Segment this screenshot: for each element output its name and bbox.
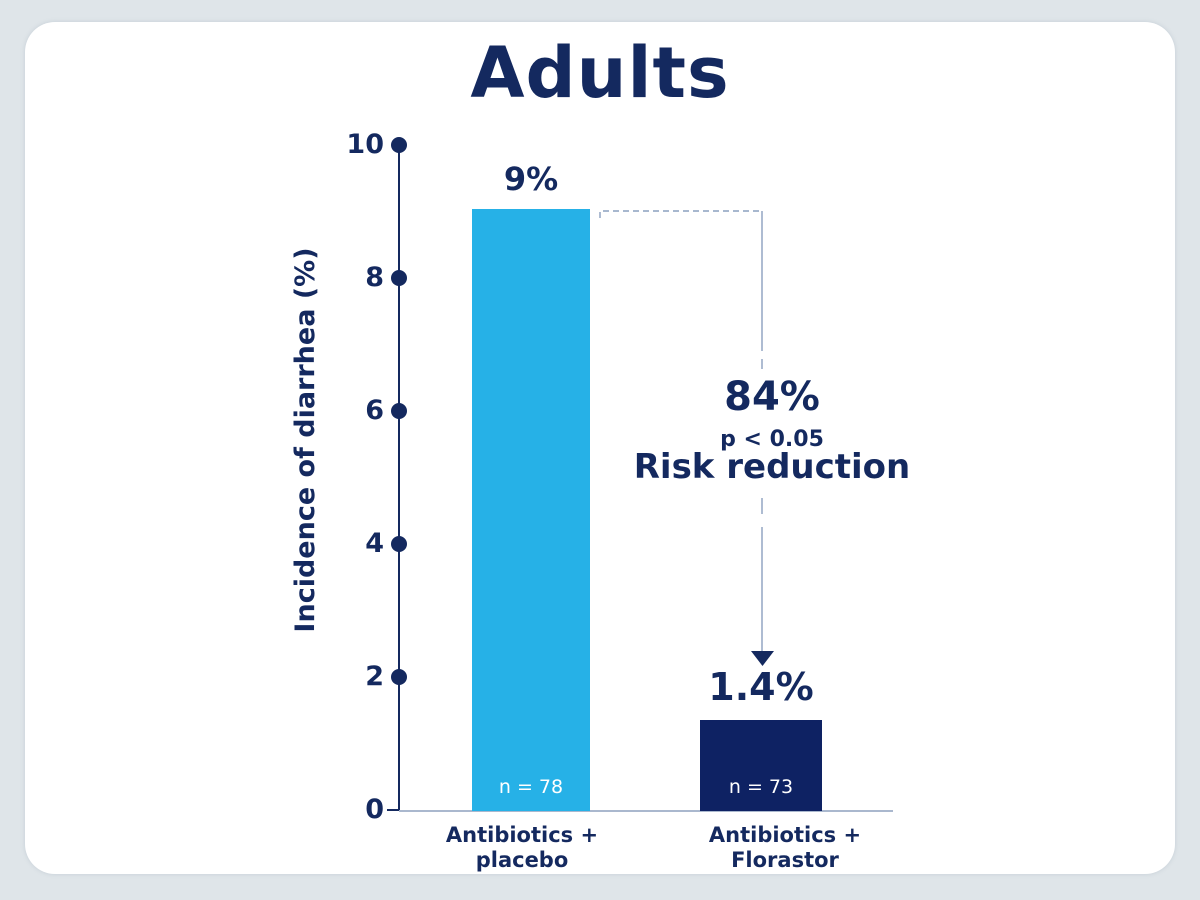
y-tick-label-2: 2 xyxy=(365,661,384,692)
y-tick-dot-2 xyxy=(391,669,407,685)
bar-antibiotics-placebo xyxy=(472,209,590,811)
chart-card xyxy=(25,22,1175,874)
sample-size-label-florastor: n = 73 xyxy=(728,776,794,798)
category-label-placebo: Antibiotics + placebo xyxy=(445,823,599,873)
y-tick-label-10: 10 xyxy=(346,129,384,160)
y-tick-label-8: 8 xyxy=(365,262,384,293)
category-label-florastor: Antibiotics + Florastor xyxy=(708,823,862,873)
y-tick-label-6: 6 xyxy=(365,395,384,426)
y-tick-dot-4 xyxy=(391,536,407,552)
value-label-florastor: 1.4% xyxy=(708,665,814,709)
annotation-headline: 84% xyxy=(724,374,820,420)
y-tick-label-4: 4 xyxy=(365,528,384,559)
sample-size-label-placebo: n = 78 xyxy=(498,776,564,798)
y-tick-dot-10 xyxy=(391,137,407,153)
x-axis-line xyxy=(399,810,893,812)
bar-antibiotics-florastor xyxy=(700,720,822,811)
y-tick-label-0: 0 xyxy=(365,794,384,825)
y-tick-dot-6 xyxy=(391,403,407,419)
annotation-caption: Risk reduction xyxy=(633,447,911,487)
value-label-placebo: 9% xyxy=(503,160,559,198)
chart-title: Adults xyxy=(470,32,730,114)
y-axis-line xyxy=(398,145,400,811)
annotation-pvalue: p < 0.05 xyxy=(720,427,824,452)
y-tick-dot-8 xyxy=(391,270,407,286)
y-axis-label: Incidence of diarrhea (%) xyxy=(290,247,321,633)
zero-tick-mark xyxy=(387,809,399,811)
